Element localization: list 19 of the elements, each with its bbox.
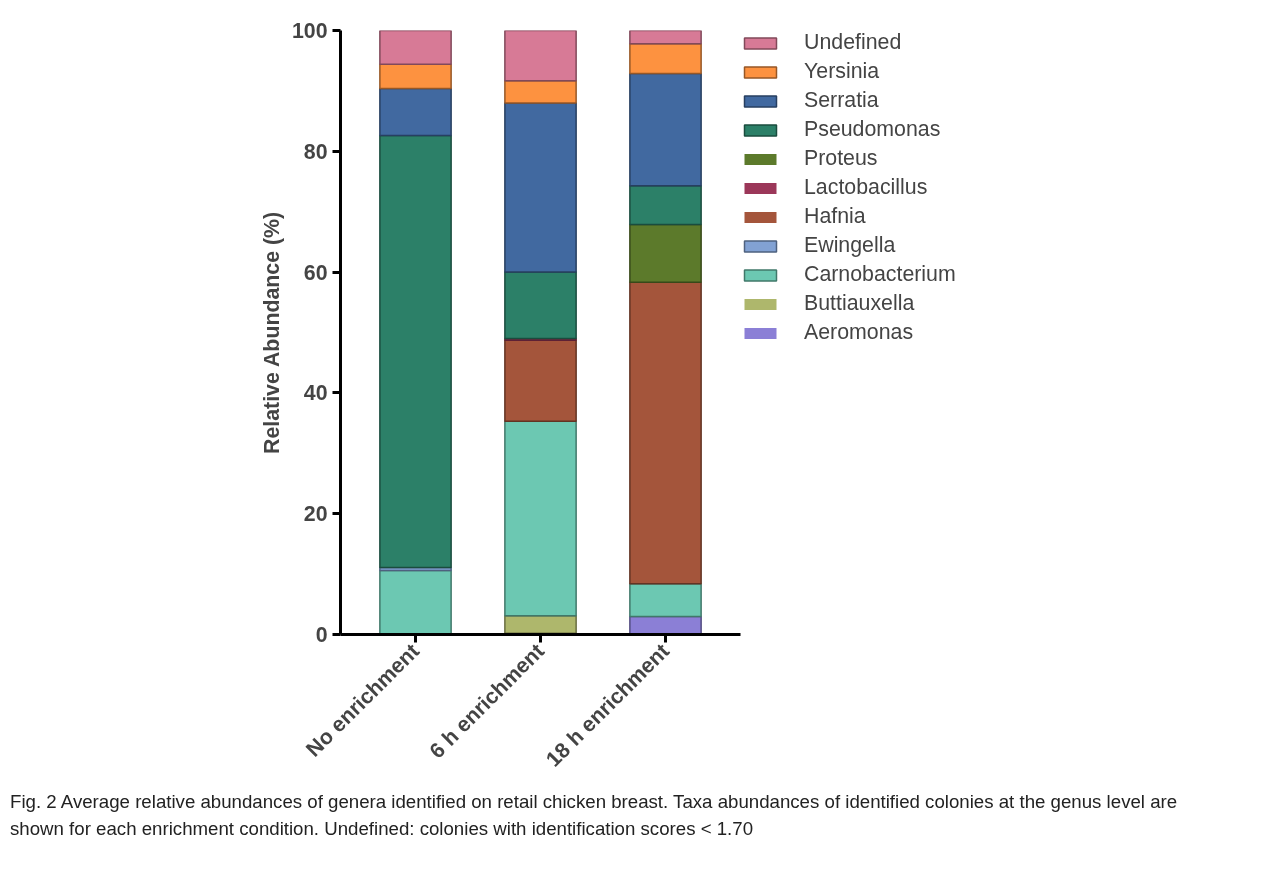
legend-label: Proteus [804, 146, 878, 171]
legend-label: Lactobacillus [804, 175, 928, 200]
y-axis-title: Relative Abundance (%) [259, 211, 284, 454]
legend-label: Carnobacterium [804, 262, 956, 287]
legend-label: Aeromonas [804, 320, 914, 345]
y-tick-label: 40 [303, 381, 328, 406]
caption: Fig. 2 Average relative abundances of genera identified on retail chicken breast. Taxa abundances of identified colonies at the genus level are shown for each enrichment condition. Undefined: colonies with identification scores < 1.70 [10, 790, 1179, 841]
y-tick-label: 0 [315, 623, 328, 647]
legend-label: Undefined [804, 30, 902, 55]
legend-label: Yersinia [804, 59, 880, 84]
y-tick-label: 100 [291, 19, 328, 43]
y-tick-label: 60 [303, 260, 328, 285]
legend-label: Ewingella [804, 233, 896, 258]
legend-label: Pseudomonas [804, 117, 941, 142]
legend-label: Buttiauxella [804, 291, 915, 316]
y-tick-label: 80 [303, 139, 328, 164]
y-tick-label: 20 [303, 502, 328, 527]
legend-label: Serratia [804, 88, 879, 113]
legend-label: Hafnia [804, 204, 866, 229]
